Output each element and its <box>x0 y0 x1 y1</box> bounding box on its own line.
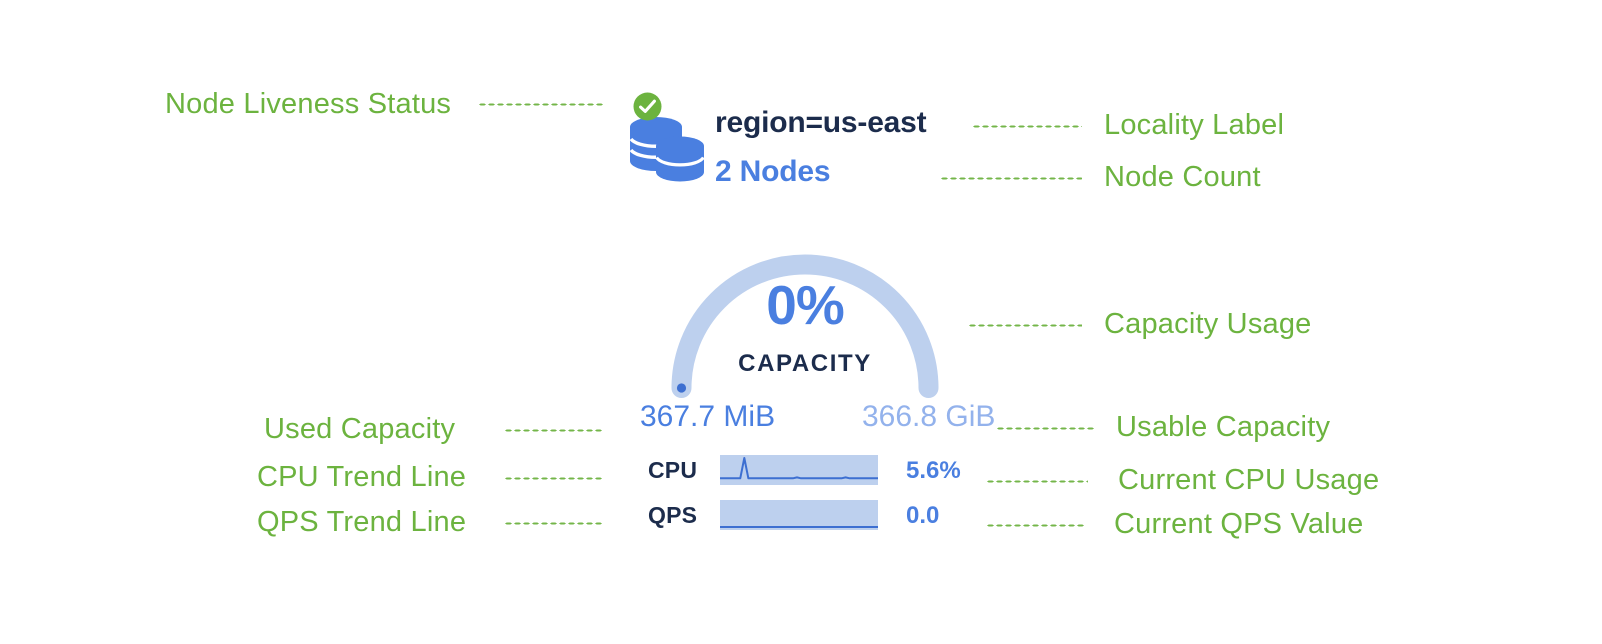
annotation-current-qps-value: Current QPS Value <box>1114 508 1364 540</box>
capacity-usable: 366.8 GiB <box>862 400 996 433</box>
cpu-value: 5.6% <box>906 457 961 484</box>
cpu-sparkline <box>720 455 878 485</box>
leader-line <box>478 103 604 106</box>
check-circle-icon <box>633 92 662 121</box>
capacity-gauge: 0% CAPACITY <box>645 200 965 415</box>
annotation-capacity-usage: Capacity Usage <box>1104 308 1312 340</box>
capacity-used: 367.7 MiB <box>640 400 776 433</box>
capacity-percent: 0% <box>766 274 845 336</box>
leader-line <box>986 480 1088 483</box>
database-stack-icon <box>628 114 706 189</box>
annotation-qps-trend-line: QPS Trend Line <box>257 506 467 538</box>
annotation-cpu-trend-line: CPU Trend Line <box>257 461 467 493</box>
qps-sparkline <box>720 500 878 530</box>
leader-line <box>972 125 1082 128</box>
node-count: 2 Nodes <box>715 155 831 188</box>
node-icon-group <box>628 92 710 184</box>
qps-label: QPS <box>648 502 698 528</box>
leader-line <box>504 429 604 432</box>
leader-line <box>968 324 1082 327</box>
leader-line <box>504 522 604 525</box>
annotation-used-capacity: Used Capacity <box>264 413 456 445</box>
annotation-current-cpu-usage: Current CPU Usage <box>1118 464 1380 496</box>
leader-line <box>504 477 604 480</box>
annotation-node-liveness-status: Node Liveness Status <box>165 88 452 120</box>
locality-label: region=us-east <box>715 106 927 139</box>
annotation-node-count: Node Count <box>1104 161 1261 193</box>
annotation-locality-label: Locality Label <box>1104 109 1285 141</box>
capacity-caption: CAPACITY <box>738 350 872 377</box>
leader-line <box>940 177 1082 180</box>
leader-line <box>996 427 1096 430</box>
annotation-usable-capacity: Usable Capacity <box>1116 411 1331 443</box>
qps-value: 0.0 <box>906 502 940 529</box>
cpu-label: CPU <box>648 457 698 483</box>
leader-line <box>986 524 1084 527</box>
